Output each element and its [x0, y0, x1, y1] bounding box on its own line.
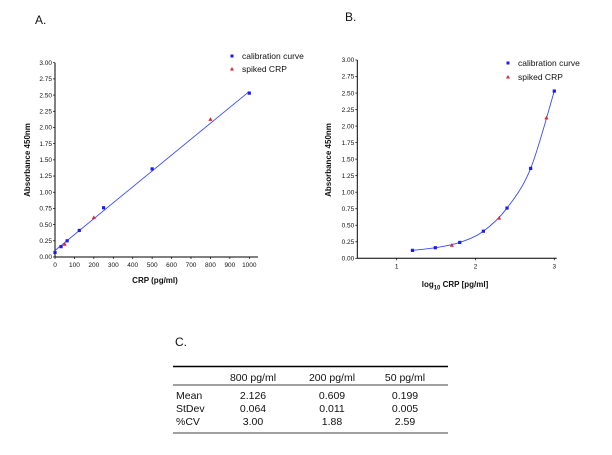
chart-b-log: 0.00 0.25 0.50 0.75 1.00 1.25 1.50 1.75 2.00 2.25… [342, 57, 581, 270]
table-cell: 0.609 [319, 390, 345, 402]
y-tick-label: 1.75 [39, 141, 52, 148]
table-header-cell: 200 pg/ml [309, 372, 355, 384]
table-cell: 0.005 [392, 403, 418, 415]
legend-label-spiked: spiked CRP [518, 72, 563, 82]
legend-marker-spiked [230, 67, 234, 71]
calibration-point [481, 229, 485, 233]
chart-a-xlabel: CRP (pg/ml) [132, 276, 178, 285]
table-cell: 2.59 [395, 416, 416, 428]
y-tick-label: 0.50 [342, 222, 355, 229]
legend-label-calibration: calibration curve [242, 51, 304, 61]
y-tick-label: 1.50 [39, 157, 52, 164]
y-tick-label: 2.25 [342, 107, 355, 114]
calibration-point [59, 245, 63, 249]
chart-b-ylabel: Absorbance 450nm [324, 123, 333, 197]
y-tick-label: 1.75 [342, 140, 355, 147]
calibration-point [433, 246, 437, 250]
calibration-point [65, 239, 69, 243]
y-tick-label: 0.75 [39, 206, 52, 213]
chart-b-xlabel: log10 CRP [pg/ml] [422, 280, 489, 292]
table-cell: 1.88 [322, 416, 343, 428]
y-tick-label: 2.50 [39, 92, 52, 99]
y-tick-label: 2.75 [342, 74, 355, 81]
table-cell: 3.00 [243, 416, 264, 428]
y-tick-label: 0.25 [39, 238, 52, 245]
x-tick-label: 700 [186, 262, 197, 269]
calibration-point [505, 206, 509, 210]
table-row-label: %CV [176, 416, 200, 428]
table-cell: 0.011 [319, 403, 345, 415]
y-tick-label: 0.50 [39, 222, 52, 229]
x-tick-label: 3 [552, 263, 556, 270]
x-tick-label: 800 [205, 262, 216, 269]
x-tick-label: 300 [108, 262, 119, 269]
chart-a-linear: 0.00 0.25 0.50 0.75 1.00 1.25 1.50 1.75 2.00 2.25… [39, 51, 304, 269]
legend-marker-calibration [230, 54, 234, 58]
panel-label-b: B. [345, 10, 356, 24]
panel-label-c: C. [175, 335, 187, 349]
x-tick-label: 500 [147, 262, 158, 269]
x-tick-label: 200 [88, 262, 99, 269]
y-tick-label: 3.00 [342, 57, 355, 64]
table-header-cell: 800 pg/ml [230, 372, 276, 384]
y-tick-label: 2.25 [39, 108, 52, 115]
calibration-point [458, 240, 462, 245]
y-tick-label: 1.50 [342, 156, 355, 163]
x-tick-label: 0 [53, 262, 57, 269]
y-tick-label: 3.00 [39, 60, 52, 67]
x-tick-label: 600 [166, 262, 177, 269]
calibration-point [101, 206, 106, 210]
y-tick-label: 0.25 [342, 239, 355, 246]
x-tick-label: 400 [127, 262, 138, 269]
table-row-label: Mean [176, 390, 202, 402]
spiked-point [497, 215, 502, 220]
y-tick-label: 1.00 [39, 189, 52, 196]
y-tick-label: 0.00 [39, 254, 52, 261]
y-tick-label: 1.25 [342, 173, 355, 180]
spiked-point [62, 241, 67, 246]
calibration-point [53, 250, 57, 255]
x-tick-label: 100 [69, 262, 80, 269]
fit-curve [412, 90, 555, 251]
x-tick-label: 900 [224, 262, 235, 269]
legend-marker-spiked [506, 75, 510, 79]
calibration-point [552, 89, 556, 93]
y-tick-label: 2.00 [39, 125, 52, 132]
panel-label-a: A. [35, 13, 46, 27]
spiked-point [91, 215, 96, 220]
legend-label-spiked: spiked CRP [242, 64, 287, 74]
table-cell: 0.199 [392, 390, 418, 402]
spiked-point [544, 115, 549, 120]
y-tick-label: 0.75 [342, 206, 355, 213]
calibration-point [529, 166, 533, 171]
table-header-cell: 50 pg/ml [385, 372, 425, 384]
y-tick-label: 0.00 [342, 256, 355, 263]
y-tick-label: 1.25 [39, 173, 52, 180]
calibration-point [247, 91, 251, 95]
x-tick-label: 1000 [242, 262, 257, 269]
y-tick-label: 2.00 [342, 123, 355, 130]
chart-a-ylabel: Absorbance 450nm [23, 123, 32, 197]
y-tick-label: 2.50 [342, 90, 355, 97]
table-row-label: StDev [176, 403, 205, 415]
table-cell: 0.064 [240, 403, 266, 415]
y-tick-label: 1.00 [342, 189, 355, 196]
calibration-point [150, 167, 154, 171]
spiked-point [208, 117, 213, 121]
spiked-point [449, 242, 454, 247]
table-cell: 2.126 [240, 390, 266, 402]
fit-curve [54, 91, 250, 251]
x-tick-label: 2 [474, 263, 478, 270]
calibration-point [410, 248, 415, 252]
legend-marker-calibration [506, 61, 510, 65]
legend-label-calibration: calibration curve [518, 58, 580, 68]
table-c: 800 pg/ml 200 pg/ml 50 pg/ml Mean 2.126 0.609… [173, 365, 448, 434]
y-tick-label: 2.75 [39, 76, 52, 83]
x-tick-label: 1 [395, 263, 399, 270]
calibration-point [77, 228, 81, 233]
